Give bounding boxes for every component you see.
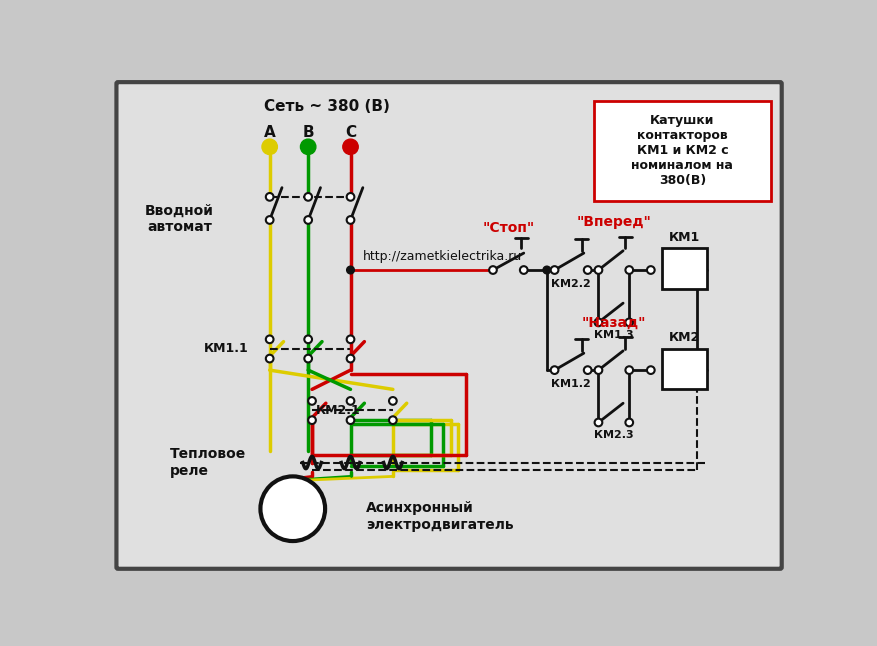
- Bar: [594, 101, 771, 201]
- Text: Тепловое
реле: Тепловое реле: [169, 448, 246, 477]
- Circle shape: [520, 266, 528, 274]
- Circle shape: [304, 193, 312, 201]
- Circle shape: [551, 266, 559, 274]
- Circle shape: [301, 139, 316, 154]
- Circle shape: [262, 139, 277, 154]
- Text: КМ1.1: КМ1.1: [204, 342, 249, 355]
- Circle shape: [266, 193, 274, 201]
- Circle shape: [389, 397, 396, 405]
- FancyBboxPatch shape: [117, 82, 781, 568]
- Text: С: С: [345, 125, 356, 140]
- Text: Катушки
контакторов
КМ1 и КМ2 с
номиналом на
380(В): Катушки контакторов КМ1 и КМ2 с номинало…: [631, 114, 733, 187]
- Circle shape: [308, 397, 316, 405]
- Circle shape: [389, 416, 396, 424]
- Text: КМ2.1: КМ2.1: [316, 404, 360, 417]
- Circle shape: [625, 419, 633, 426]
- Text: КМ2: КМ2: [669, 331, 701, 344]
- Circle shape: [346, 193, 354, 201]
- Circle shape: [346, 335, 354, 343]
- Circle shape: [308, 416, 316, 424]
- Circle shape: [346, 397, 354, 405]
- Circle shape: [625, 318, 633, 326]
- Circle shape: [543, 266, 551, 274]
- Text: Сеть ~ 380 (В): Сеть ~ 380 (В): [265, 99, 390, 114]
- Text: КМ1: КМ1: [669, 231, 701, 244]
- Text: КМ2.3: КМ2.3: [594, 430, 634, 440]
- Bar: [662, 249, 707, 289]
- Circle shape: [346, 266, 354, 274]
- Circle shape: [625, 366, 633, 374]
- Circle shape: [584, 366, 591, 374]
- Text: В: В: [303, 125, 314, 140]
- Circle shape: [595, 318, 602, 326]
- Circle shape: [266, 335, 274, 343]
- Bar: [662, 349, 707, 389]
- Text: Вводной
автомат: Вводной автомат: [145, 203, 214, 234]
- Circle shape: [647, 266, 654, 274]
- Circle shape: [346, 216, 354, 224]
- Circle shape: [595, 366, 602, 374]
- Circle shape: [266, 355, 274, 362]
- Circle shape: [346, 355, 354, 362]
- Circle shape: [266, 216, 274, 224]
- Circle shape: [584, 266, 591, 274]
- Circle shape: [489, 266, 496, 274]
- Text: КМ2.2: КМ2.2: [551, 279, 590, 289]
- Circle shape: [304, 355, 312, 362]
- Circle shape: [595, 266, 602, 274]
- Circle shape: [346, 416, 354, 424]
- Text: Асинхронный
электродвигатель: Асинхронный электродвигатель: [366, 501, 514, 532]
- Circle shape: [595, 419, 602, 426]
- Circle shape: [260, 476, 325, 541]
- Text: "Вперед": "Вперед": [576, 215, 652, 229]
- Circle shape: [551, 366, 559, 374]
- Text: http://zametkielectrika.ru: http://zametkielectrika.ru: [363, 251, 523, 264]
- Text: КМ1.3: КМ1.3: [594, 329, 634, 340]
- Text: КМ1.2: КМ1.2: [551, 379, 590, 389]
- Circle shape: [343, 139, 358, 154]
- Circle shape: [304, 216, 312, 224]
- Circle shape: [304, 335, 312, 343]
- Text: "Назад": "Назад": [581, 315, 646, 329]
- Circle shape: [625, 266, 633, 274]
- Text: А: А: [264, 125, 275, 140]
- Text: "Стоп": "Стоп": [482, 221, 534, 234]
- Circle shape: [647, 366, 654, 374]
